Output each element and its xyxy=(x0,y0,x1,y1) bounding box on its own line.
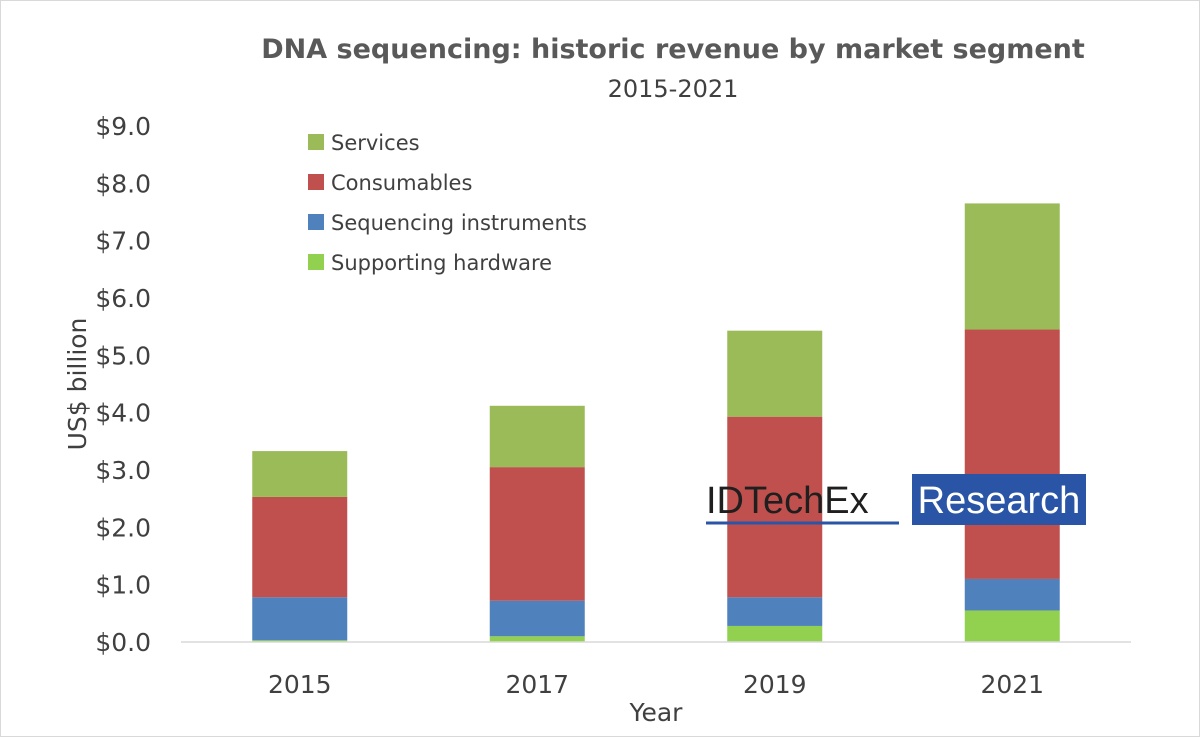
bar-segment-services xyxy=(727,330,823,417)
legend-swatch xyxy=(308,174,324,190)
bar-segment-sequencing-instruments xyxy=(489,600,585,637)
legend-entry: Services xyxy=(331,131,420,155)
legend-entry: Sequencing instruments xyxy=(331,211,587,235)
bar-segment-sequencing-instruments xyxy=(727,597,823,626)
bar-segment-supporting-hardware xyxy=(727,625,823,642)
y-tick-label: $5.0 xyxy=(95,341,151,370)
logo-brand: IDTechEx xyxy=(706,480,869,522)
bar-segment-consumables xyxy=(964,329,1060,579)
bar-segment-consumables xyxy=(489,467,585,601)
bar-segment-supporting-hardware xyxy=(252,640,348,642)
x-tick-label: 2017 xyxy=(505,670,569,699)
chart-subtitle: 2015-2021 xyxy=(608,75,739,103)
bar-segment-consumables xyxy=(252,496,348,598)
bar-segment-sequencing-instruments xyxy=(252,597,348,641)
y-axis-label: US$ billion xyxy=(63,318,92,451)
legend-entry: Consumables xyxy=(331,171,472,195)
x-tick-label: 2015 xyxy=(268,670,332,699)
legend-swatch xyxy=(308,254,324,270)
y-tick-label: $1.0 xyxy=(95,571,151,600)
x-tick-label: 2021 xyxy=(980,670,1044,699)
y-tick-label: $0.0 xyxy=(95,628,151,657)
legend-entry: Supporting hardware xyxy=(331,251,552,275)
y-axis-ticks: $0.0 $1.0 $2.0 $3.0 $4.0 $5.0 $6.0 $7.0 $8.0 $9.0 xyxy=(95,112,151,657)
watermark-logo: IDTechEx Research xyxy=(706,474,1086,525)
y-tick-label: $8.0 xyxy=(95,169,151,198)
legend: Services Consumables Sequencing instrument… xyxy=(308,131,587,275)
bars-group xyxy=(252,203,1060,642)
y-tick-label: $6.0 xyxy=(95,284,151,313)
y-tick-label: $2.0 xyxy=(95,513,151,542)
bar-segment-sequencing-instruments xyxy=(964,578,1060,611)
logo-tagline: Research xyxy=(918,480,1081,522)
chart-title: DNA sequencing: historic revenue by mark… xyxy=(261,34,1085,65)
logo-tagline-box xyxy=(912,474,1086,525)
bar-segment-services xyxy=(489,405,585,468)
bar-segment-services xyxy=(964,203,1060,330)
y-tick-label: $9.0 xyxy=(95,112,151,141)
bar-segment-supporting-hardware xyxy=(964,610,1060,642)
x-axis-ticks: 2015 2017 2019 2021 xyxy=(268,670,1044,699)
y-tick-label: $7.0 xyxy=(95,227,151,256)
bar-segment-supporting-hardware xyxy=(489,636,585,642)
bar-segment-services xyxy=(252,451,348,497)
y-tick-label: $3.0 xyxy=(95,456,151,485)
y-tick-label: $4.0 xyxy=(95,399,151,428)
x-axis-label: Year xyxy=(629,698,684,727)
legend-swatch xyxy=(308,134,324,150)
legend-swatch xyxy=(308,214,324,230)
x-tick-label: 2019 xyxy=(743,670,807,699)
bar-segment-consumables xyxy=(727,416,823,598)
